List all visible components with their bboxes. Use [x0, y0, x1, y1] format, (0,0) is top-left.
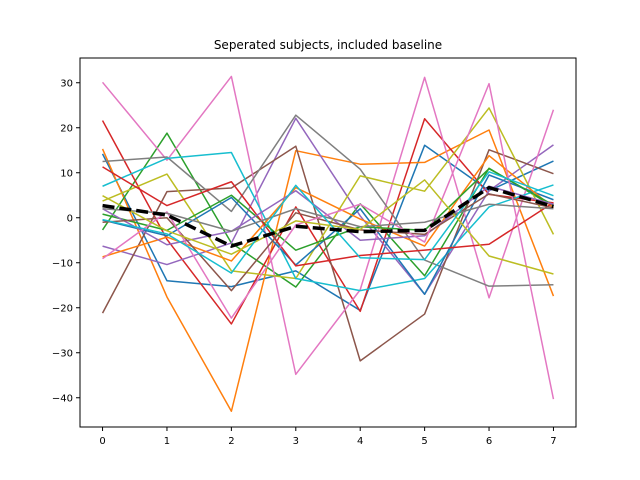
y-tick-label: −30 — [52, 348, 73, 359]
series-line-17 — [102, 82, 555, 400]
y-tick-label: −40 — [52, 393, 73, 404]
series-line-19 — [102, 179, 554, 275]
x-tick-label: 0 — [99, 436, 105, 447]
series-line-9 — [102, 107, 555, 280]
series-line-8 — [102, 114, 554, 287]
x-tick-label: 5 — [421, 436, 427, 447]
series-line-2 — [101, 129, 555, 412]
y-tick-label: 30 — [60, 78, 73, 89]
y-tick-label: 0 — [67, 213, 73, 224]
x-tick-label: 7 — [550, 436, 556, 447]
chart-title: Seperated subjects, included baseline — [214, 38, 442, 52]
series-line-20 — [102, 171, 554, 274]
plot-frame — [79, 57, 577, 428]
x-tick-label: 6 — [486, 436, 492, 447]
series-line-4 — [101, 118, 554, 325]
x-tick-label: 3 — [293, 436, 299, 447]
y-tick-label: −10 — [52, 258, 73, 269]
x-tick-label: 2 — [228, 436, 234, 447]
series-line-14 — [102, 166, 554, 267]
baseline-layer — [102, 185, 554, 248]
x-axis: 0 1 2 3 4 5 6 7 — [99, 427, 557, 447]
baseline-line — [102, 185, 554, 248]
series-line-7 — [101, 75, 555, 376]
x-tick-label: 4 — [357, 436, 363, 447]
series-line-10 — [102, 151, 554, 292]
y-axis: −40 −30 −20 −10 0 10 20 30 — [52, 78, 80, 404]
y-tick-label: 10 — [60, 168, 73, 179]
y-tick-label: 20 — [60, 123, 73, 134]
series-line-13 — [102, 167, 554, 251]
series-line-1 — [101, 144, 554, 312]
series-line-18 — [102, 203, 554, 232]
x-tick-label: 1 — [164, 436, 170, 447]
y-tick-label: −20 — [52, 303, 73, 314]
